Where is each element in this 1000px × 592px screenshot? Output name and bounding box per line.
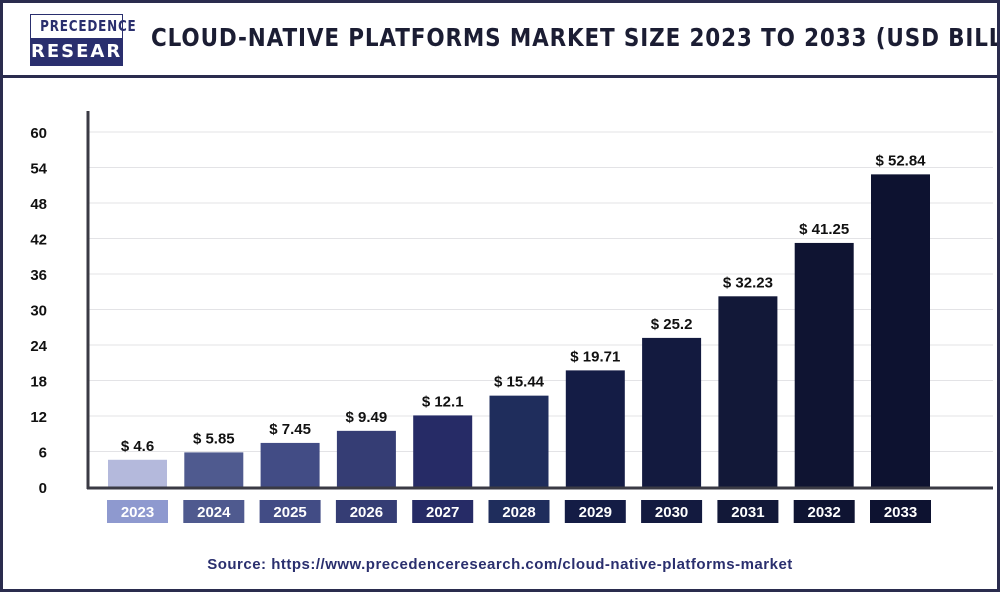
bar	[642, 337, 702, 487]
data-label: $ 4.6	[121, 438, 154, 455]
x-tick-label: 2031	[731, 504, 764, 521]
x-tick-label: 2030	[655, 504, 688, 521]
x-tick-label: 2029	[579, 504, 612, 521]
y-tick-label: 0	[39, 480, 47, 497]
x-tick-label: 2023	[121, 504, 154, 521]
y-tick-label: 36	[30, 267, 47, 284]
data-label: $ 5.85	[193, 430, 235, 447]
bar	[489, 395, 549, 487]
y-tick-label: 6	[39, 445, 47, 462]
bar	[108, 459, 167, 487]
y-tick-label: 42	[30, 232, 47, 249]
bar	[336, 430, 396, 487]
x-tick-label: 2025	[273, 504, 306, 521]
x-label-box	[793, 500, 855, 523]
y-tick-label: 12	[30, 409, 47, 426]
data-label: $ 32.23	[723, 274, 773, 291]
data-label: $ 15.44	[494, 374, 545, 391]
data-label: $ 12.1	[422, 393, 464, 410]
x-tick-label: 2027	[426, 504, 459, 521]
y-tick-label: 18	[30, 374, 47, 391]
header: PRECEDENCE RESEARCH CLOUD-NATIVE PLATFOR…	[3, 3, 997, 78]
x-tick-label: 2032	[808, 504, 841, 521]
x-label-box	[717, 500, 779, 523]
x-label-box	[412, 500, 474, 523]
x-tick-label: 2028	[502, 504, 535, 521]
x-label-box	[335, 500, 397, 523]
x-label-box	[564, 500, 626, 523]
bar-chart: 0 6 12 18 24 30 36 42 48 54 60 $ 4.6 2023 $ 5.85 2024 $…	[30, 111, 993, 523]
x-label-box	[488, 500, 550, 523]
data-label: $ 7.45	[269, 421, 311, 438]
x-tick-label: 2026	[350, 504, 383, 521]
y-tick-label: 30	[30, 303, 47, 320]
bar	[413, 415, 473, 487]
x-label-box	[641, 500, 703, 523]
y-tick-label: 60	[30, 125, 47, 142]
bar	[794, 242, 854, 487]
logo-line1: PRECEDENCE	[40, 15, 136, 38]
bar	[565, 370, 625, 487]
bar	[260, 442, 320, 487]
x-label-box	[259, 500, 321, 523]
chart-title: CLOUD-NATIVE PLATFORMS MARKET SIZE 2023 …	[151, 23, 1000, 52]
source-text: Source: https://www.precedenceresearch.c…	[207, 556, 793, 573]
y-tick-label: 24	[30, 338, 47, 355]
data-label: $ 9.49	[346, 409, 388, 426]
y-tick-label: 48	[30, 196, 47, 213]
bar	[871, 174, 930, 487]
x-label-box	[870, 500, 931, 523]
x-tick-label: 2033	[884, 504, 917, 521]
data-label: $ 19.71	[570, 348, 620, 365]
bar	[184, 452, 244, 487]
data-label: $ 25.2	[651, 316, 693, 333]
bar	[718, 296, 778, 487]
data-label: $ 41.25	[799, 221, 849, 238]
logo: PRECEDENCE RESEARCH	[30, 14, 152, 66]
y-tick-label: 54	[30, 161, 47, 178]
x-label-box	[107, 500, 168, 523]
x-tick-label: 2024	[197, 504, 231, 521]
data-label: $ 52.84	[875, 152, 926, 169]
x-label-box	[183, 500, 245, 523]
